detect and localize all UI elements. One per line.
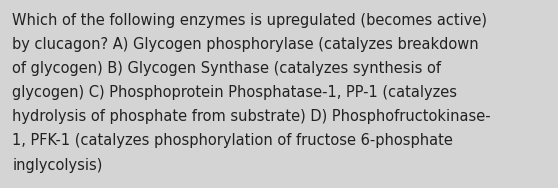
- Text: Which of the following enzymes is upregulated (becomes active): Which of the following enzymes is upregu…: [12, 13, 487, 28]
- Text: hydrolysis of phosphate from substrate) D) Phosphofructokinase-: hydrolysis of phosphate from substrate) …: [12, 109, 491, 124]
- Text: 1, PFK-1 (catalyzes phosphorylation of fructose 6-phosphate: 1, PFK-1 (catalyzes phosphorylation of f…: [12, 133, 453, 149]
- Text: by clucagon? A) Glycogen phosphorylase (catalyzes breakdown: by clucagon? A) Glycogen phosphorylase (…: [12, 37, 479, 52]
- Text: of glycogen) B) Glycogen Synthase (catalyzes synthesis of: of glycogen) B) Glycogen Synthase (catal…: [12, 61, 441, 76]
- Text: inglycolysis): inglycolysis): [12, 158, 103, 173]
- Text: glycogen) C) Phosphoprotein Phosphatase-1, PP-1 (catalyzes: glycogen) C) Phosphoprotein Phosphatase-…: [12, 85, 457, 100]
